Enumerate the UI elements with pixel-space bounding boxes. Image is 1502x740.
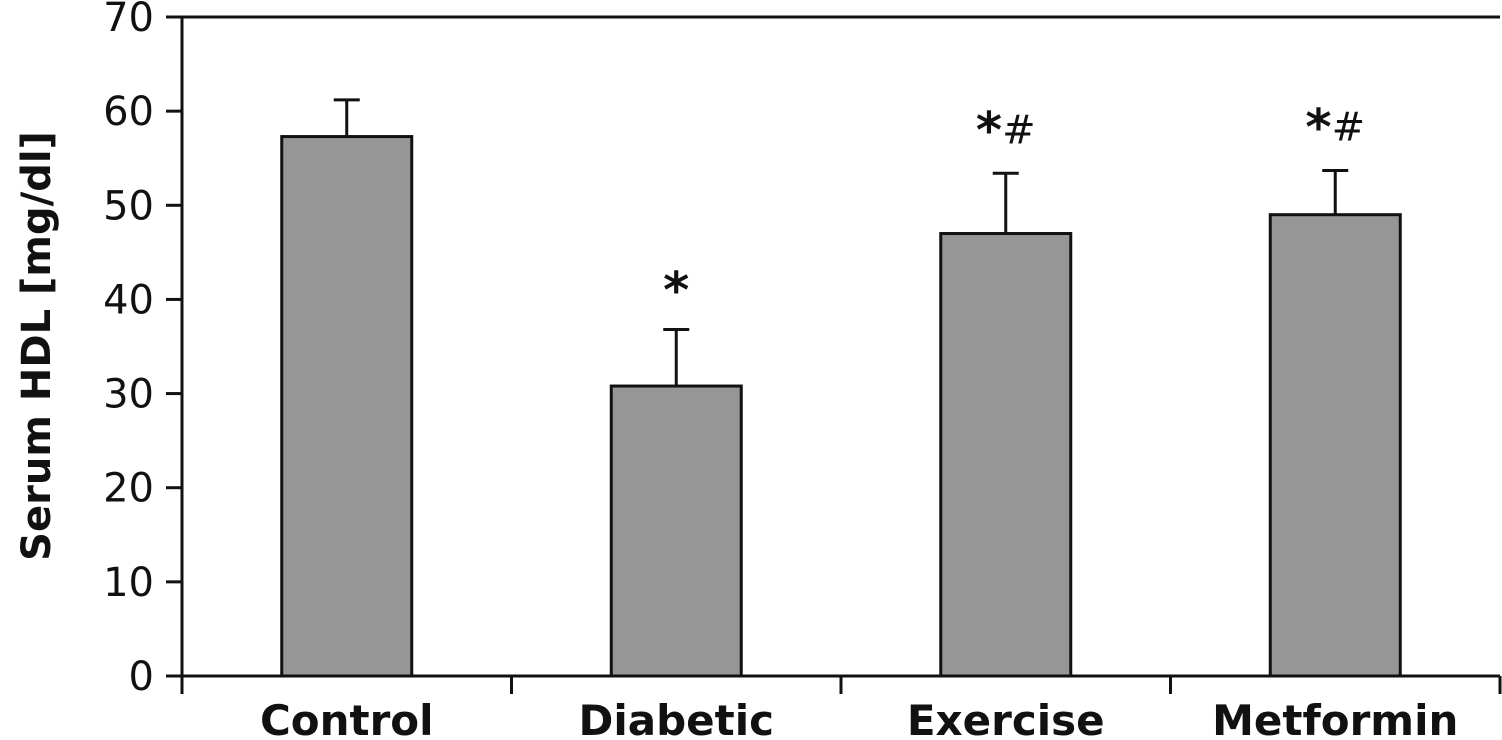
- y-tick-label-60: 60: [103, 89, 154, 135]
- bar-diabetic: [609, 384, 743, 678]
- category-label-diabetic: Diabetic: [578, 696, 774, 740]
- category-label-metformin: Metformin: [1212, 696, 1458, 740]
- y-tick-label-50: 50: [103, 183, 154, 229]
- significance-marker-diabetic: *: [663, 262, 689, 320]
- y-tick-label-70: 70: [103, 0, 154, 41]
- y-tick-label-40: 40: [103, 277, 154, 323]
- bar-control: [280, 135, 414, 678]
- significance-marker-exercise: *#: [976, 101, 1036, 159]
- y-tick-label-0: 0: [129, 654, 154, 700]
- significance-marker-metformin: *#: [1305, 98, 1365, 156]
- category-label-control: Control: [260, 696, 434, 740]
- bar-exercise: [939, 232, 1073, 678]
- category-label-exercise: Exercise: [907, 696, 1105, 740]
- y-tick-label-10: 10: [103, 560, 154, 606]
- plot-area: Control Diabetic * Exercise *# Metformin *# 0 10…: [103, 0, 1502, 740]
- bar-metformin: [1268, 213, 1402, 678]
- y-axis-title: Serum HDL [mg/dl]: [14, 131, 60, 561]
- y-tick-label-30: 30: [103, 372, 154, 418]
- y-tick-label-20: 20: [103, 466, 154, 512]
